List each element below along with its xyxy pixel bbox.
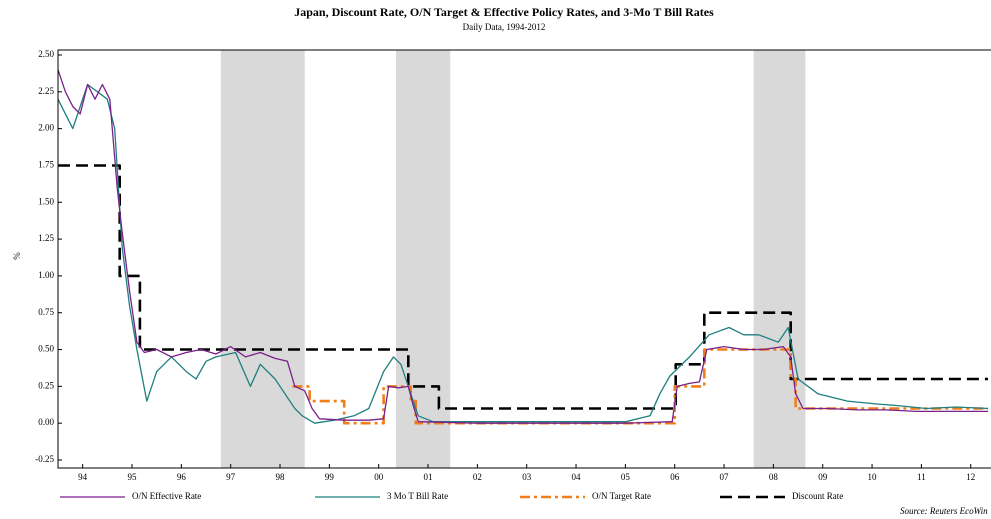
x-tick-label: 07 (720, 472, 730, 482)
x-tick-label: 04 (572, 472, 582, 482)
x-tick-label: 99 (325, 472, 335, 482)
source-note: Source: Reuters EcoWin (900, 506, 988, 516)
plot-area (57, 50, 989, 468)
y-tick-label: 0.25 (38, 380, 54, 390)
legend-label: 3 Mo T Bill Rate (387, 491, 448, 501)
y-tick-label: 2.50 (38, 49, 54, 59)
x-tick-label: 96 (177, 472, 187, 482)
y-tick-label: -0.25 (35, 454, 54, 464)
x-tick-label: 94 (78, 472, 88, 482)
x-tick-label: 09 (818, 472, 828, 482)
y-tick-label: 1.75 (38, 160, 54, 170)
series-line (57, 69, 988, 424)
legend-label: Discount Rate (792, 491, 843, 501)
legend-label: O/N Target Rate (592, 491, 651, 501)
y-tick-label: 0.75 (38, 307, 54, 317)
x-tick-label: 97 (226, 472, 236, 482)
y-tick-label: 2.25 (38, 86, 54, 96)
series-line (58, 164, 988, 410)
x-tick-label: 08 (769, 472, 779, 482)
x-tick-label: 02 (473, 472, 482, 482)
x-tick-label: 95 (128, 472, 138, 482)
x-tick-label: 10 (868, 472, 878, 482)
legend-label: O/N Effective Rate (132, 491, 201, 501)
x-tick-label: 98 (276, 472, 286, 482)
x-tick-label: 05 (621, 472, 631, 482)
x-tick-label: 06 (670, 472, 680, 482)
x-tick-label: 03 (522, 472, 532, 482)
y-tick-label: 2.00 (38, 123, 54, 133)
y-tick-label: 0.00 (38, 417, 54, 427)
plot-frame (57, 49, 991, 469)
y-tick-label: 1.50 (38, 196, 54, 206)
y-tick-label: 0.50 (38, 344, 54, 354)
y-axis-label: % (12, 252, 22, 260)
y-tick-label: 1.25 (38, 233, 54, 243)
shaded-period (753, 50, 806, 468)
x-tick-label: 01 (424, 472, 433, 482)
y-tick-label: 1.00 (38, 270, 54, 280)
chart-title: Japan, Discount Rate, O/N Target & Effec… (294, 5, 714, 19)
series-line (57, 83, 989, 424)
x-tick-label: 00 (374, 472, 384, 482)
series-line (292, 348, 988, 425)
shaded-period (395, 50, 451, 468)
shaded-period (220, 50, 305, 468)
x-tick-label: 11 (917, 472, 926, 482)
x-tick-label: 12 (966, 472, 975, 482)
chart-subtitle: Daily Data, 1994-2012 (463, 22, 546, 32)
